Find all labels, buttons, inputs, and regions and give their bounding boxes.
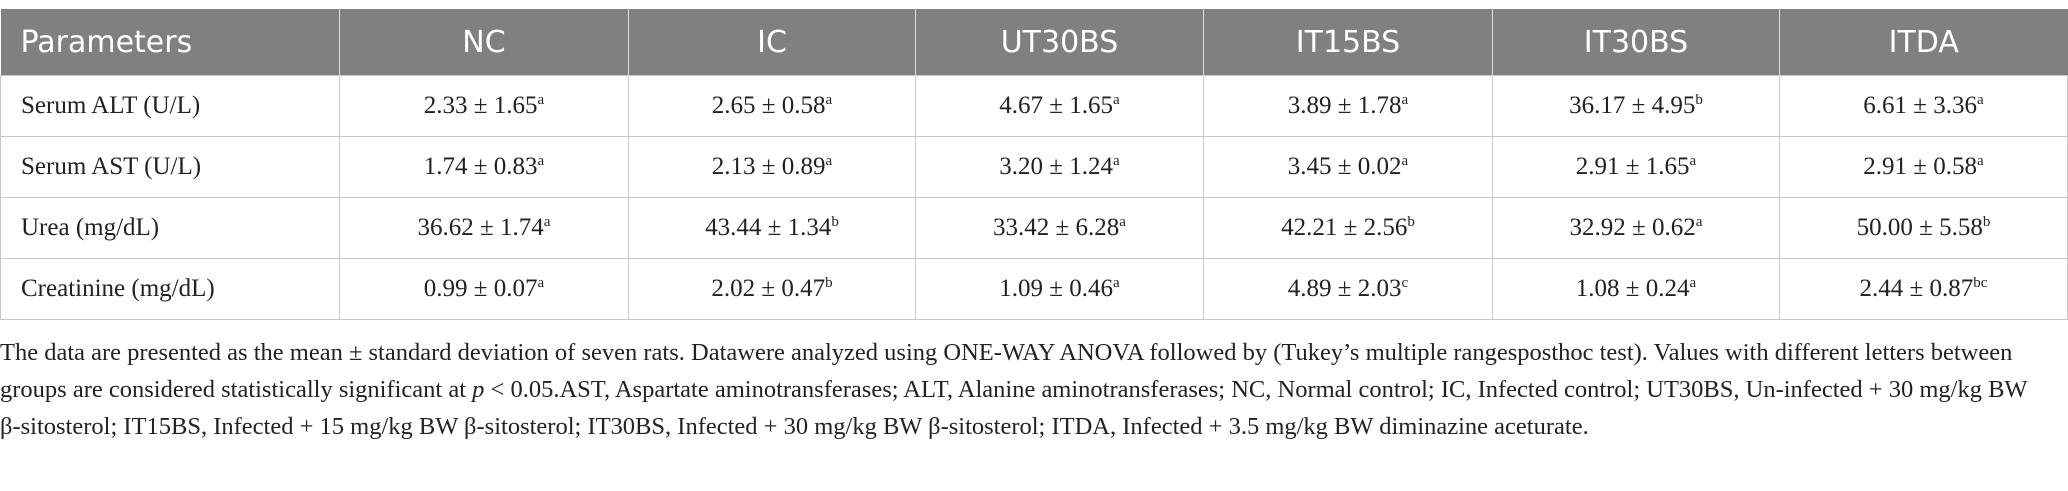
data-cell: 50.00 ± 5.58b: [1779, 197, 2068, 259]
data-cell: 1.09 ± 0.46a: [915, 258, 1204, 320]
table-row: Urea (mg/dL) 36.62 ± 1.74a 43.44 ± 1.34b 33…: [0, 197, 2068, 259]
header-cell: UT30BS: [915, 9, 1204, 76]
cell-value: 0.99 ± 0.07: [423, 275, 538, 302]
significance-letter: a: [537, 153, 545, 169]
data-cell: 2.91 ± 1.65a: [1492, 136, 1780, 198]
data-cell: 2.33 ± 1.65a: [339, 75, 629, 137]
cell-value: 42.21 ± 2.56: [1281, 214, 1408, 241]
table-row: Serum AST (U/L) 1.74 ± 0.83a 2.13 ± 0.89a 3…: [0, 136, 2068, 198]
cell-value: 43.44 ± 1.34: [705, 214, 832, 241]
data-table: Parameters NC IC UT30BS IT15BS IT30BS ITDA Ser…: [0, 9, 2068, 320]
data-cell: 36.17 ± 4.95b: [1492, 75, 1780, 137]
table-row: Serum ALT (U/L) 2.33 ± 1.65a 2.65 ± 0.58a 4…: [0, 75, 2068, 137]
cell-value: 6.61 ± 3.36: [1863, 92, 1978, 119]
cell-value: 2.02 ± 0.47: [711, 275, 826, 302]
significance-letter: a: [1119, 214, 1126, 230]
cell-value: 2.33 ± 1.65: [423, 92, 538, 119]
header-cell: IC: [628, 9, 916, 76]
data-cell: 4.67 ± 1.65a: [915, 75, 1204, 137]
significance-letter: b: [1695, 92, 1703, 108]
cell-value: 1.74 ± 0.83: [423, 153, 538, 180]
significance-letter: a: [825, 153, 833, 169]
cell-value: 2.65 ± 0.58: [711, 92, 826, 119]
cell-value: 2.13 ± 0.89: [711, 153, 826, 180]
data-cell: 3.20 ± 1.24a: [915, 136, 1204, 198]
significance-letter: a: [1113, 92, 1120, 108]
cell-value: 1.09 ± 0.46: [999, 275, 1114, 302]
footnote-text: p: [472, 376, 485, 403]
data-cell: 0.99 ± 0.07a: [339, 258, 629, 320]
row-label: Serum ALT (U/L): [0, 75, 340, 137]
significance-letter: a: [543, 214, 551, 230]
cell-value: 3.45 ± 0.02: [1287, 153, 1402, 180]
cell-value: 36.17 ± 4.95: [1569, 92, 1696, 119]
row-label: Creatinine (mg/dL): [0, 258, 340, 320]
significance-letter: c: [1401, 275, 1409, 291]
header-cell: IT30BS: [1492, 9, 1780, 76]
cell-value: 4.89 ± 2.03: [1287, 275, 1402, 302]
significance-letter: a: [1977, 153, 1984, 169]
significance-letter: a: [1977, 92, 1984, 108]
significance-letter: a: [1695, 214, 1703, 230]
data-cell: 2.65 ± 0.58a: [628, 75, 916, 137]
significance-letter: a: [1401, 92, 1409, 108]
cell-value: 33.42 ± 6.28: [993, 214, 1120, 241]
header-cell: NC: [339, 9, 629, 76]
footnote: The data are presented as the mean ± sta…: [0, 334, 2040, 445]
data-cell: 2.91 ± 0.58a: [1779, 136, 2068, 198]
header-cell: Parameters: [0, 9, 340, 76]
significance-letter: b: [831, 214, 839, 230]
table-row: Creatinine (mg/dL) 0.99 ± 0.07a 2.02 ± 0.4…: [0, 258, 2068, 320]
data-cell: 33.42 ± 6.28a: [915, 197, 1204, 259]
data-cell: 43.44 ± 1.34b: [628, 197, 916, 259]
data-cell: 4.89 ± 2.03c: [1203, 258, 1493, 320]
cell-value: 32.92 ± 0.62: [1569, 214, 1696, 241]
significance-letter: a: [1113, 275, 1120, 291]
data-cell: 3.89 ± 1.78a: [1203, 75, 1493, 137]
cell-value: 2.91 ± 1.65: [1575, 153, 1690, 180]
significance-letter: a: [1401, 153, 1409, 169]
row-label: Serum AST (U/L): [0, 136, 340, 198]
data-cell: 6.61 ± 3.36a: [1779, 75, 2068, 137]
cell-value: 1.08 ± 0.24: [1575, 275, 1690, 302]
significance-letter: a: [537, 275, 545, 291]
significance-letter: a: [825, 92, 833, 108]
cell-value: 3.89 ± 1.78: [1287, 92, 1402, 119]
data-cell: 2.02 ± 0.47b: [628, 258, 916, 320]
cell-value: 3.20 ± 1.24: [999, 153, 1114, 180]
header-cell: IT15BS: [1203, 9, 1493, 76]
significance-letter: bc: [1973, 275, 1988, 291]
cell-value: 4.67 ± 1.65: [999, 92, 1114, 119]
row-label: Urea (mg/dL): [0, 197, 340, 259]
data-cell: 3.45 ± 0.02a: [1203, 136, 1493, 198]
significance-letter: a: [1689, 153, 1697, 169]
significance-letter: a: [1689, 275, 1697, 291]
cell-value: 2.44 ± 0.87: [1859, 275, 1974, 302]
significance-letter: a: [537, 92, 545, 108]
significance-letter: a: [1113, 153, 1120, 169]
data-cell: 32.92 ± 0.62a: [1492, 197, 1780, 259]
data-cell: 2.13 ± 0.89a: [628, 136, 916, 198]
table-body: Serum ALT (U/L) 2.33 ± 1.65a 2.65 ± 0.58a 4…: [0, 75, 2068, 320]
footnote-text: < 0.05.AST, Aspartate aminotransferases;…: [0, 376, 2028, 440]
significance-letter: b: [825, 275, 833, 291]
header-cell: ITDA: [1779, 9, 2068, 76]
data-cell: 1.74 ± 0.83a: [339, 136, 629, 198]
data-cell: 2.44 ± 0.87bc: [1779, 258, 2068, 320]
cell-value: 2.91 ± 0.58: [1863, 153, 1978, 180]
data-cell: 1.08 ± 0.24a: [1492, 258, 1780, 320]
data-cell: 42.21 ± 2.56b: [1203, 197, 1493, 259]
footnote-text: The data are presented as the mean ± sta…: [0, 339, 2013, 403]
header-row: Parameters NC IC UT30BS IT15BS IT30BS ITDA: [0, 9, 2068, 76]
significance-letter: b: [1407, 214, 1415, 230]
significance-letter: b: [1982, 214, 1991, 230]
cell-value: 36.62 ± 1.74: [417, 214, 544, 241]
data-cell: 36.62 ± 1.74a: [339, 197, 629, 259]
cell-value: 50.00 ± 5.58: [1856, 214, 1983, 241]
